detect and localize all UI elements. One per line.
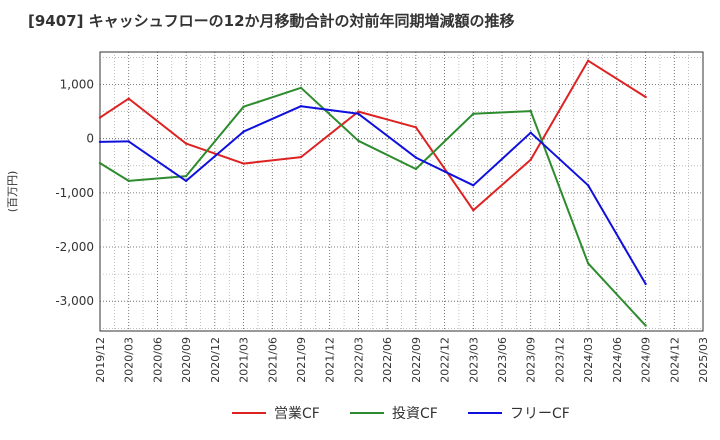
data-point <box>357 112 360 116</box>
x-tick-label: 2022/12 <box>439 337 452 383</box>
x-tick-label: 2021/09 <box>295 337 308 383</box>
data-point <box>127 97 130 100</box>
x-tick-label: 2024/03 <box>582 337 595 383</box>
data-point <box>184 179 188 183</box>
x-tick-label: 2024/09 <box>640 337 653 383</box>
x-tick-label: 2022/06 <box>381 337 394 383</box>
data-point <box>414 167 418 171</box>
x-tick-label: 2024/06 <box>611 337 624 383</box>
data-point <box>644 282 647 286</box>
x-tick-label: 2023/06 <box>496 337 509 383</box>
y-tick-label: 1,000 <box>60 78 94 92</box>
legend-label-2: 投資CF <box>392 406 438 422</box>
data-point <box>644 324 647 327</box>
data-point <box>644 95 647 99</box>
y-tick-label: -3,000 <box>55 294 94 308</box>
x-tick-label: 2023/09 <box>525 337 538 383</box>
plot-frame <box>99 51 704 332</box>
x-tick-label: 2024/12 <box>668 337 681 383</box>
legend-label-3: フリーCF <box>510 406 570 422</box>
data-point <box>127 179 130 183</box>
x-tick-label: 2020/03 <box>123 337 136 383</box>
data-point <box>357 110 360 113</box>
x-tick-label: 2023/03 <box>467 337 480 383</box>
data-point <box>529 109 532 113</box>
x-tick-label: 2020/12 <box>209 337 222 383</box>
data-point <box>184 142 188 145</box>
data-point <box>529 131 532 134</box>
x-tick-label: 2021/12 <box>324 337 337 383</box>
data-point <box>127 140 130 143</box>
x-tick-label: 2023/12 <box>553 337 566 383</box>
data-point <box>184 174 188 178</box>
data-point <box>242 162 245 165</box>
data-point <box>586 262 590 265</box>
data-point <box>98 116 102 119</box>
x-tick-label: 2022/03 <box>352 337 365 383</box>
y-axis-label: (百万円) <box>6 171 19 213</box>
data-point <box>414 156 418 159</box>
y-tick-label: 0 <box>86 132 94 146</box>
data-point <box>414 126 418 129</box>
y-tick-label: -1,000 <box>55 186 94 200</box>
data-point <box>299 86 303 90</box>
data-point <box>98 161 102 165</box>
data-point <box>357 139 360 142</box>
data-point <box>242 130 245 133</box>
x-tick-label: 2025/03 <box>697 337 710 383</box>
chart-title: [9407] キャッシュフローの12か月移動合計の対前年同期増減額の推移 <box>28 12 515 30</box>
data-point <box>299 105 303 108</box>
x-tick-label: 2022/09 <box>410 337 423 383</box>
data-point <box>586 59 590 62</box>
data-point <box>472 209 475 212</box>
data-point <box>299 155 303 159</box>
data-point <box>472 112 475 116</box>
x-tick-label: 2021/06 <box>266 337 279 383</box>
legend-label-1: 営業CF <box>274 406 320 422</box>
data-point <box>472 184 475 187</box>
data-point <box>529 158 532 161</box>
x-tick-label: 2020/06 <box>151 337 164 383</box>
data-point <box>98 140 102 144</box>
x-tick-label: 2020/09 <box>180 337 193 383</box>
data-point <box>586 184 590 187</box>
x-tick-label: 2021/03 <box>238 337 251 383</box>
data-point <box>242 105 245 108</box>
x-tick-label: 2019/12 <box>94 337 107 383</box>
y-tick-label: -2,000 <box>55 240 94 254</box>
